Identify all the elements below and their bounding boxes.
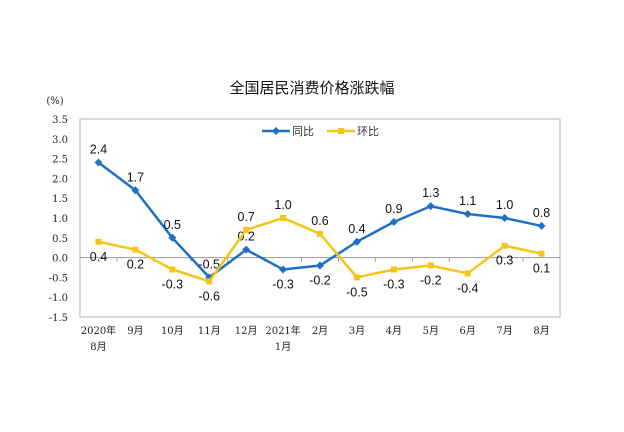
series-yoy: 2.4 1.7 0.5 -0.5 0.2 -0.3 -0.2 0.4 0.9 1.3 1.1 1.0 0… xyxy=(90,143,551,292)
x-tick-label: 7月 xyxy=(496,325,512,337)
data-point-marker xyxy=(426,202,435,211)
x-tick-label: 1月 xyxy=(275,341,291,353)
legend-label: 同比 xyxy=(292,125,314,138)
data-point-marker xyxy=(390,266,397,273)
data-label: 1.1 xyxy=(459,194,476,208)
data-point-marker xyxy=(94,158,103,167)
data-label: 0.9 xyxy=(385,202,402,216)
data-label: 0.6 xyxy=(311,214,328,228)
data-point-marker xyxy=(538,250,545,257)
y-tick-label: -0.5 xyxy=(49,273,68,284)
data-point-marker xyxy=(242,245,251,254)
data-label: 2.4 xyxy=(90,143,107,157)
x-tick-label: 10月 xyxy=(161,325,184,337)
x-tick-label: 2020年 xyxy=(81,324,116,337)
data-point-marker xyxy=(317,230,323,237)
data-point-marker xyxy=(389,217,398,226)
y-tick-label: 2.0 xyxy=(52,174,68,185)
data-point-marker xyxy=(168,233,177,242)
legend: 同比 环比 xyxy=(262,125,379,138)
data-label: 0.4 xyxy=(348,222,365,236)
x-tick-label: 9月 xyxy=(127,325,143,337)
y-tick-label: 0.0 xyxy=(52,254,68,265)
x-tick-label: 12月 xyxy=(235,325,258,337)
data-label: -0.2 xyxy=(420,274,442,288)
y-tick-label: -1.0 xyxy=(49,293,68,304)
data-label: 0.5 xyxy=(164,218,181,232)
data-point-marker xyxy=(316,261,324,270)
data-label: 0.7 xyxy=(237,210,254,224)
y-axis-unit-label: (%) xyxy=(46,96,63,107)
y-tick-label: 2.5 xyxy=(52,155,68,166)
data-label: -0.5 xyxy=(346,285,368,299)
data-label: -0.6 xyxy=(198,289,220,303)
data-label: 0.2 xyxy=(237,230,254,244)
x-tick-label: 11月 xyxy=(198,325,221,337)
y-tick-label: 3.0 xyxy=(52,135,68,146)
data-label: 1.7 xyxy=(127,170,144,184)
data-point-marker xyxy=(169,266,176,273)
data-point-marker xyxy=(427,262,434,269)
data-label: 0.3 xyxy=(496,254,513,268)
data-point-marker xyxy=(464,270,471,277)
x-tick-label: 2月 xyxy=(312,325,328,337)
data-point-marker xyxy=(279,265,288,274)
x-tick-label: 2021年 xyxy=(265,324,300,337)
data-point-marker xyxy=(463,210,472,219)
plot-area xyxy=(79,118,561,318)
data-point-marker xyxy=(243,226,250,233)
data-point-marker xyxy=(280,215,287,221)
x-tick-label: 8月 xyxy=(90,341,106,353)
data-label: -0.2 xyxy=(309,274,331,288)
data-label: 1.0 xyxy=(274,198,291,212)
data-point-marker xyxy=(500,214,509,222)
x-tick-label: 6月 xyxy=(460,325,476,337)
x-tick-label: 4月 xyxy=(386,325,402,337)
data-label: -0.3 xyxy=(383,277,405,291)
y-tick-label: -1.5 xyxy=(49,313,68,324)
data-label: 1.3 xyxy=(422,186,439,200)
legend-marker xyxy=(272,127,280,135)
data-label: 0.1 xyxy=(533,262,550,276)
data-point-marker xyxy=(132,246,139,253)
y-tick-label: 3.5 xyxy=(52,115,68,126)
data-point-marker xyxy=(206,278,213,285)
data-label: 0.8 xyxy=(533,206,550,220)
data-label: -0.3 xyxy=(162,277,184,291)
data-point-marker xyxy=(537,221,546,230)
data-point-marker xyxy=(501,242,508,249)
data-point-marker xyxy=(353,274,360,281)
y-tick-label: 1.0 xyxy=(52,214,68,225)
series-mom: 0.4 0.2 -0.3 -0.6 0.7 1.0 0.6 -0.5 -0.3 -0.2 -0.4 0… xyxy=(90,198,551,303)
data-point-marker xyxy=(352,237,361,246)
data-label: 0.4 xyxy=(90,250,107,264)
legend-marker xyxy=(338,128,344,134)
data-label: -0.5 xyxy=(198,257,220,271)
data-label: 0.2 xyxy=(127,258,144,272)
x-tick-label: 8月 xyxy=(533,325,549,337)
y-tick-label: 0.5 xyxy=(52,234,68,245)
data-label: -0.3 xyxy=(272,277,294,291)
chart-title: 全国居民消费价格涨跌幅 xyxy=(229,79,394,97)
x-tick-label: 3月 xyxy=(349,325,365,337)
data-label: 1.0 xyxy=(496,198,513,212)
data-point-marker xyxy=(131,186,140,195)
data-point-marker xyxy=(95,238,102,245)
legend-label: 环比 xyxy=(357,125,379,138)
x-tick-label: 5月 xyxy=(423,325,439,337)
y-tick-label: 1.5 xyxy=(52,194,68,205)
data-label: -0.4 xyxy=(457,281,479,295)
